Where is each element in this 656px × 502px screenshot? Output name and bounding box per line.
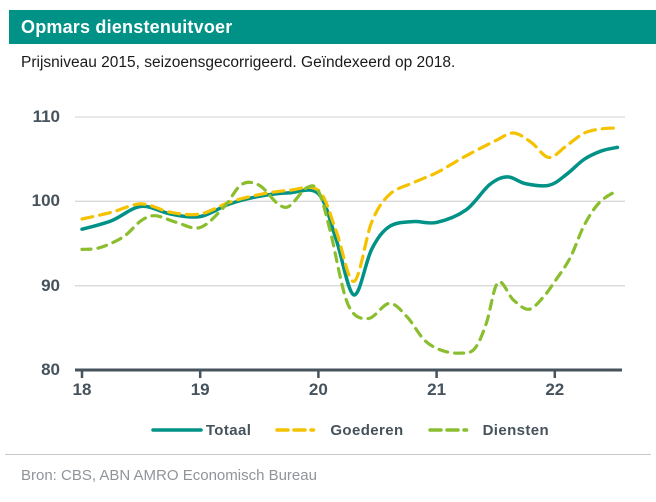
x-axis-label-18: 18 xyxy=(72,380,92,399)
chart-title: Opmars dienstenuitvoer xyxy=(21,16,233,37)
y-axis-label-90: 90 xyxy=(41,275,60,295)
title-bar: Opmars dienstenuitvoer xyxy=(9,10,656,44)
legend-line-sample-diensten xyxy=(427,428,480,432)
source-text: Bron: CBS, ABN AMRO Economisch Bureau xyxy=(21,467,317,484)
x-axis-label-19: 19 xyxy=(190,380,210,399)
legend-label-totaal: Totaal xyxy=(205,421,252,439)
legend-label-goederen: Goederen xyxy=(330,421,404,439)
footer-divider xyxy=(5,454,651,455)
x-axis-label-21: 21 xyxy=(427,380,447,399)
x-axis-label-20: 20 xyxy=(308,380,328,399)
chart-subtitle: Prijsniveau 2015, seizoensgecorrigeerd. … xyxy=(21,54,456,71)
x-axis-label-22: 22 xyxy=(545,380,565,399)
series-line-totaal xyxy=(80,145,620,297)
legend-item-goederen: Goederen xyxy=(275,422,403,439)
y-axis-label-110: 110 xyxy=(32,107,60,126)
series-line-goederen xyxy=(80,126,619,284)
legend-label-diensten: Diensten xyxy=(482,421,550,439)
legend-line-sample-totaal xyxy=(151,428,203,432)
chart-legend: Totaal Goederen Diensten xyxy=(44,419,656,441)
legend-item-diensten: Diensten xyxy=(427,421,550,439)
legend-line-sample-goederen xyxy=(275,428,328,432)
y-axis-label-80: 80 xyxy=(41,359,60,379)
y-axis-label-100: 100 xyxy=(31,191,60,211)
series-line-diensten xyxy=(80,180,619,355)
legend-item-totaal: Totaal xyxy=(151,422,251,439)
